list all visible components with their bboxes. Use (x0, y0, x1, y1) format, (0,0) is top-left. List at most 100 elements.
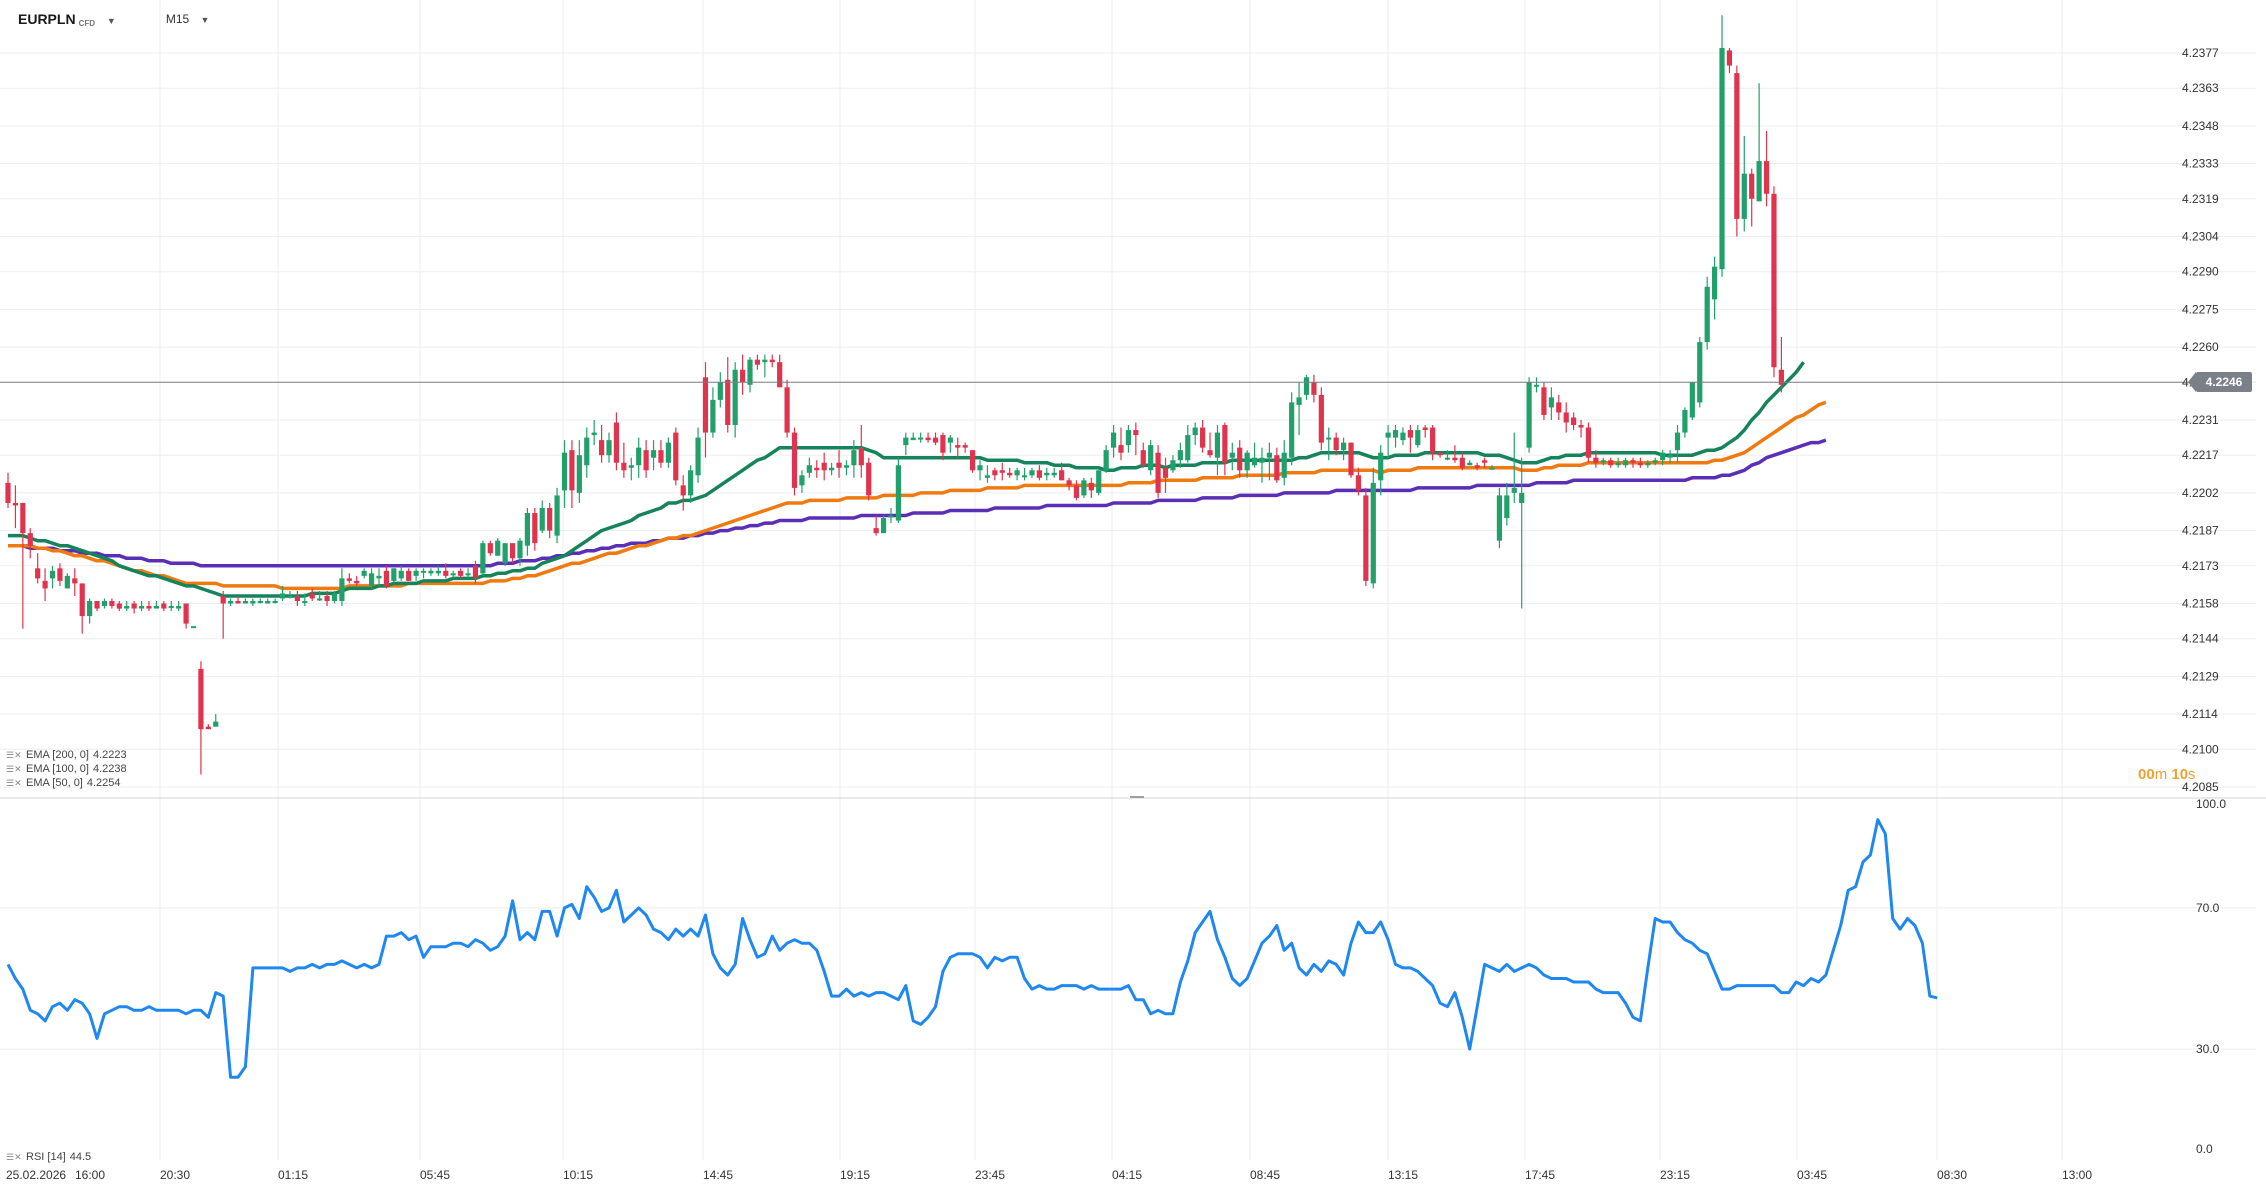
candle (294, 590, 300, 607)
symbol-dropdown-icon[interactable]: ▼ (106, 16, 116, 26)
candle (873, 515, 879, 536)
candle-body (1585, 427, 1592, 458)
legend-ema100-value: 4.2238 (92, 762, 127, 775)
candle-body (940, 435, 946, 453)
candle-body (1185, 435, 1191, 461)
legend-row-ema200[interactable]: ☰✕ EMA [200, 0] 4.2223 (6, 748, 127, 762)
price-tick-label: 4.2348 (2182, 119, 2219, 133)
candle-body (1571, 417, 1577, 426)
candle (880, 515, 887, 534)
candle-body (1274, 455, 1280, 481)
time-tick-label: 23:45 (975, 1168, 1005, 1182)
timeframe-selector[interactable]: M15 ▼ (166, 12, 210, 26)
legend-row-ema50[interactable]: ☰✕ EMA [50, 0] 4.2254 (6, 776, 127, 790)
candle (331, 590, 338, 604)
candle-body (1133, 430, 1139, 436)
price-tick-label: 4.2260 (2182, 340, 2219, 354)
candle (116, 600, 122, 612)
candle (42, 568, 48, 601)
candle-body (628, 465, 634, 468)
price-axis: 4.2377 4.2363 4.2348 4.2333 4.2319 4.2304 4.22… (2182, 46, 2219, 794)
indicator-menu-icon[interactable]: ☰✕ (6, 763, 22, 774)
candle (109, 598, 115, 609)
price-tick-label: 4.2377 (2182, 46, 2219, 60)
indicator-menu-icon[interactable]: ☰✕ (6, 777, 22, 788)
candle-body (836, 462, 842, 468)
candle (502, 543, 508, 566)
candle (228, 598, 234, 607)
candle (695, 427, 701, 483)
candle-body (487, 543, 493, 554)
candle-body (665, 442, 671, 463)
candle-body (42, 580, 48, 589)
candle-body (354, 580, 360, 584)
candle (146, 600, 152, 612)
candle (970, 450, 976, 473)
candle (1059, 462, 1065, 481)
indicator-menu-icon[interactable]: ☰✕ (6, 749, 22, 760)
candle-body (784, 387, 790, 433)
candle-body (472, 565, 479, 579)
countdown-minutes-unit: m (2154, 766, 2168, 783)
timeframe-dropdown-icon[interactable]: ▼ (200, 15, 210, 25)
candle (932, 432, 939, 446)
candle (1274, 447, 1280, 483)
candle (814, 460, 820, 478)
candle-body (1415, 430, 1421, 446)
candle (509, 543, 516, 564)
candle (190, 626, 197, 629)
candle-body (1059, 470, 1065, 481)
candle (27, 528, 33, 559)
legend-row-rsi[interactable]: ☰✕ RSI [14] 44.5 (6, 1150, 91, 1164)
candle-body (1652, 460, 1658, 463)
candle (539, 500, 545, 534)
legend-row-ema100[interactable]: ☰✕ EMA [100, 0] 4.2238 (6, 762, 127, 776)
candle-body (435, 570, 441, 574)
candle (1704, 276, 1710, 350)
candle (561, 440, 568, 508)
time-tick-label: 13:00 (2062, 1168, 2092, 1182)
candle (220, 590, 226, 639)
candle-body (1422, 427, 1428, 431)
candle-body (458, 570, 464, 576)
candle-body (658, 450, 664, 463)
candle-body (49, 570, 56, 579)
price-tick-label: 4.2129 (2182, 669, 2219, 683)
candle-body (866, 462, 872, 496)
candle (1504, 482, 1510, 526)
candle-body (35, 568, 41, 579)
candle-body (762, 359, 768, 363)
candle (183, 603, 189, 629)
price-tick-label: 4.2290 (2182, 265, 2219, 279)
candle-body (1778, 369, 1784, 385)
rsi-tick-label: 30.0 (2196, 1042, 2220, 1056)
candle (1363, 487, 1369, 586)
candle (843, 460, 850, 476)
candle-body (1378, 452, 1384, 481)
candle (665, 437, 671, 468)
time-tick-label: 20:30 (160, 1168, 190, 1182)
candle (265, 598, 271, 604)
candle (688, 465, 694, 503)
candle-body (1081, 480, 1087, 496)
candle (1533, 377, 1540, 393)
candle-body (1326, 437, 1332, 440)
indicator-menu-icon[interactable]: ☰✕ (6, 1151, 22, 1162)
candle-body (1511, 487, 1517, 493)
candle-body (576, 455, 582, 493)
candle (1608, 457, 1614, 468)
candle (368, 568, 375, 589)
candle (272, 598, 278, 604)
candle-body (1303, 377, 1310, 395)
candle (636, 437, 642, 478)
candle-body (777, 362, 783, 388)
symbol-selector[interactable]: EURPLN CFD ▼ (18, 11, 116, 28)
candle (1355, 467, 1362, 496)
time-tick-label: 23:15 (1660, 1168, 1690, 1182)
candle-countdown: 00m 10s (2138, 766, 2196, 783)
candle (495, 538, 501, 556)
candle (12, 485, 19, 529)
price-tick-label: 4.2144 (2182, 632, 2219, 646)
candle (532, 507, 538, 551)
